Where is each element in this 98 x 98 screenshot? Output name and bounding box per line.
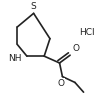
Text: O: O	[57, 78, 64, 88]
Text: S: S	[31, 2, 36, 11]
Text: O: O	[73, 44, 80, 53]
Text: NH: NH	[8, 54, 21, 63]
Text: HCl: HCl	[79, 28, 94, 37]
